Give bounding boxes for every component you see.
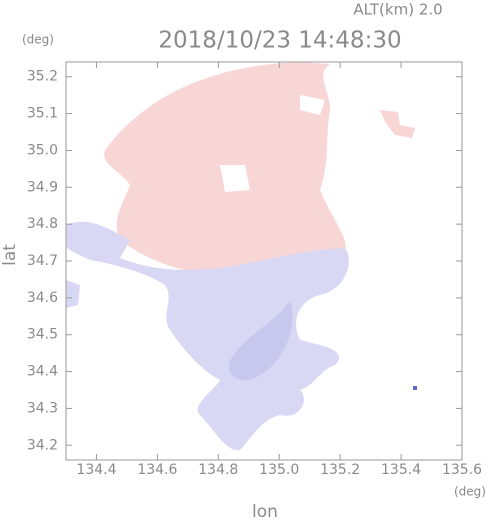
x-tick-label: 135.0 [259, 462, 299, 478]
y-tick-label: 35.0 [27, 142, 58, 158]
subtitle: ALT(km) 2.0 [353, 1, 442, 19]
x-tick-label: 135.4 [381, 462, 421, 478]
y-tick-label: 34.7 [27, 253, 58, 269]
y-axis-label: lat [0, 244, 20, 266]
chart-title: 2018/10/23 14:48:30 [158, 28, 401, 54]
positive-velocity-patch [380, 110, 415, 138]
y-tick-label: 34.9 [27, 179, 58, 195]
negative-velocity-core [228, 300, 293, 381]
x-tick-label: 135.6 [442, 462, 482, 478]
negative-velocity-patch [66, 280, 80, 308]
y-tick-label: 34.8 [27, 216, 58, 232]
y-tick-label: 34.4 [27, 364, 58, 380]
y-tick-label: 34.5 [27, 327, 58, 343]
x-tick-label: 134.6 [137, 462, 177, 478]
y-tick-label: 34.2 [27, 437, 58, 453]
x-tick-label: 134.4 [76, 462, 116, 478]
x-axis-label: lon [252, 502, 278, 521]
y-unit: (deg) [22, 33, 54, 47]
x-tick-label: 134.8 [198, 462, 238, 478]
y-tick-label: 35.2 [27, 69, 58, 85]
gap [220, 95, 325, 192]
echo-speck [413, 386, 417, 390]
x-tick-label: 135.2 [320, 462, 360, 478]
y-tick-label: 34.3 [27, 400, 58, 416]
x-unit: (deg) [454, 485, 486, 499]
y-tick-label: 35.1 [27, 106, 58, 122]
negative-velocity-region [66, 221, 349, 451]
radar-field [66, 62, 417, 451]
y-tick-label: 34.6 [27, 290, 58, 306]
